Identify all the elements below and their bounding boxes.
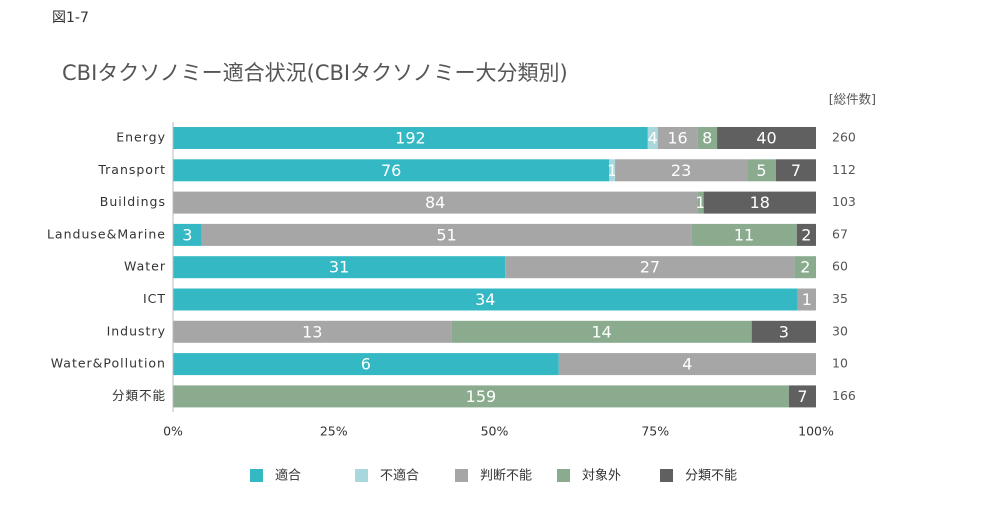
segment-label: 2	[801, 225, 811, 244]
total-label: 112	[832, 162, 856, 177]
bar-segment	[657, 127, 698, 149]
legend-label: 判断不能	[480, 469, 532, 484]
chart-title: CBIタクソノミー適合状況(CBIタクソノミー大分類別)	[62, 61, 568, 85]
bar-segment	[697, 127, 718, 149]
category-label: Water&Pollution	[51, 356, 166, 371]
segment-label: 51	[436, 225, 456, 244]
segment-label: 7	[797, 387, 807, 406]
segment-label: 8	[702, 129, 712, 148]
bar-segment	[173, 127, 648, 149]
segment-label: 84	[425, 193, 445, 212]
legend-swatch	[455, 469, 468, 482]
x-tick-label: 0%	[163, 424, 183, 439]
bar-segment	[703, 191, 816, 214]
total-label: 260	[832, 130, 856, 145]
segment-label: 3	[779, 322, 789, 341]
total-label: 10	[832, 356, 848, 371]
bar-segment	[173, 159, 610, 182]
category-label: Industry	[107, 323, 166, 338]
legend-swatch	[557, 469, 570, 482]
category-label: ICT	[143, 291, 166, 306]
segment-label: 4	[682, 355, 692, 374]
segment-label: 3	[182, 225, 192, 244]
segment-label: 76	[381, 161, 401, 180]
bar-segment	[797, 288, 816, 311]
bar-segment	[173, 191, 698, 214]
bar-segment	[788, 385, 816, 408]
bar-segment	[451, 320, 752, 343]
x-tick-label: 100%	[798, 424, 834, 439]
bar-segment	[173, 353, 559, 376]
segment-label: 4	[648, 129, 658, 148]
legend-label: 分類不能	[685, 469, 737, 484]
bar-segment	[173, 223, 202, 246]
bar-segment	[747, 159, 776, 182]
legend-swatch	[355, 469, 368, 482]
segment-label: 159	[466, 387, 497, 406]
total-label: 166	[832, 388, 856, 403]
bar-segment	[609, 159, 616, 182]
total-label: 67	[832, 226, 848, 241]
segment-label: 192	[395, 129, 426, 148]
total-label: 30	[832, 323, 848, 338]
total-label: 103	[832, 194, 856, 209]
legend-label: 不適合	[380, 468, 419, 484]
legend-swatch	[250, 469, 263, 482]
bar-segment	[691, 223, 797, 246]
segment-label: 18	[750, 193, 770, 212]
legend-label: 適合	[275, 468, 301, 484]
bar-segment	[775, 159, 816, 182]
segment-label: 14	[591, 322, 611, 341]
total-label: 60	[832, 259, 848, 274]
bar-segment	[647, 127, 658, 149]
bar-segment	[173, 385, 789, 408]
segment-label: 1	[802, 290, 812, 309]
segment-label: 6	[361, 355, 371, 374]
bar-segment	[505, 256, 795, 279]
totals-label: [総件数]	[829, 92, 876, 107]
bar-segment	[796, 223, 816, 246]
bar-segment	[751, 320, 816, 343]
x-tick-label: 25%	[320, 424, 348, 439]
segment-label: 34	[475, 290, 495, 309]
x-tick-label: 75%	[641, 424, 669, 439]
legend-label: 対象外	[582, 469, 621, 484]
bar-segment	[717, 127, 816, 149]
bar-segment	[615, 159, 748, 182]
segment-label: 2	[800, 258, 810, 277]
category-label: Buildings	[100, 194, 166, 209]
segment-label: 5	[756, 161, 766, 180]
segment-label: 1	[607, 161, 617, 180]
bar-segment	[697, 191, 704, 214]
figure-label: 図1-7	[52, 10, 89, 26]
legend-swatch	[660, 469, 673, 482]
bar-segment	[558, 353, 816, 376]
total-label: 35	[832, 291, 848, 306]
bar-segment	[794, 256, 816, 279]
segment-label: 40	[756, 129, 776, 148]
segment-label: 23	[671, 161, 691, 180]
segment-label: 27	[640, 258, 660, 277]
category-label: Energy	[116, 130, 166, 145]
x-tick-label: 50%	[481, 424, 509, 439]
category-label: Water	[124, 259, 166, 274]
category-label: 分類不能	[112, 388, 166, 403]
segment-label: 16	[667, 129, 687, 148]
segment-label: 1	[695, 193, 705, 212]
category-label: Landuse&Marine	[47, 226, 166, 241]
bar-segment	[173, 256, 506, 279]
segment-label: 13	[302, 322, 322, 341]
category-label: Transport	[97, 162, 166, 177]
bar-segment	[173, 288, 798, 311]
bar-segment	[173, 320, 452, 343]
segment-label: 11	[734, 225, 754, 244]
bar-segment	[201, 223, 692, 246]
segment-label: 7	[791, 161, 801, 180]
segment-label: 31	[329, 258, 349, 277]
